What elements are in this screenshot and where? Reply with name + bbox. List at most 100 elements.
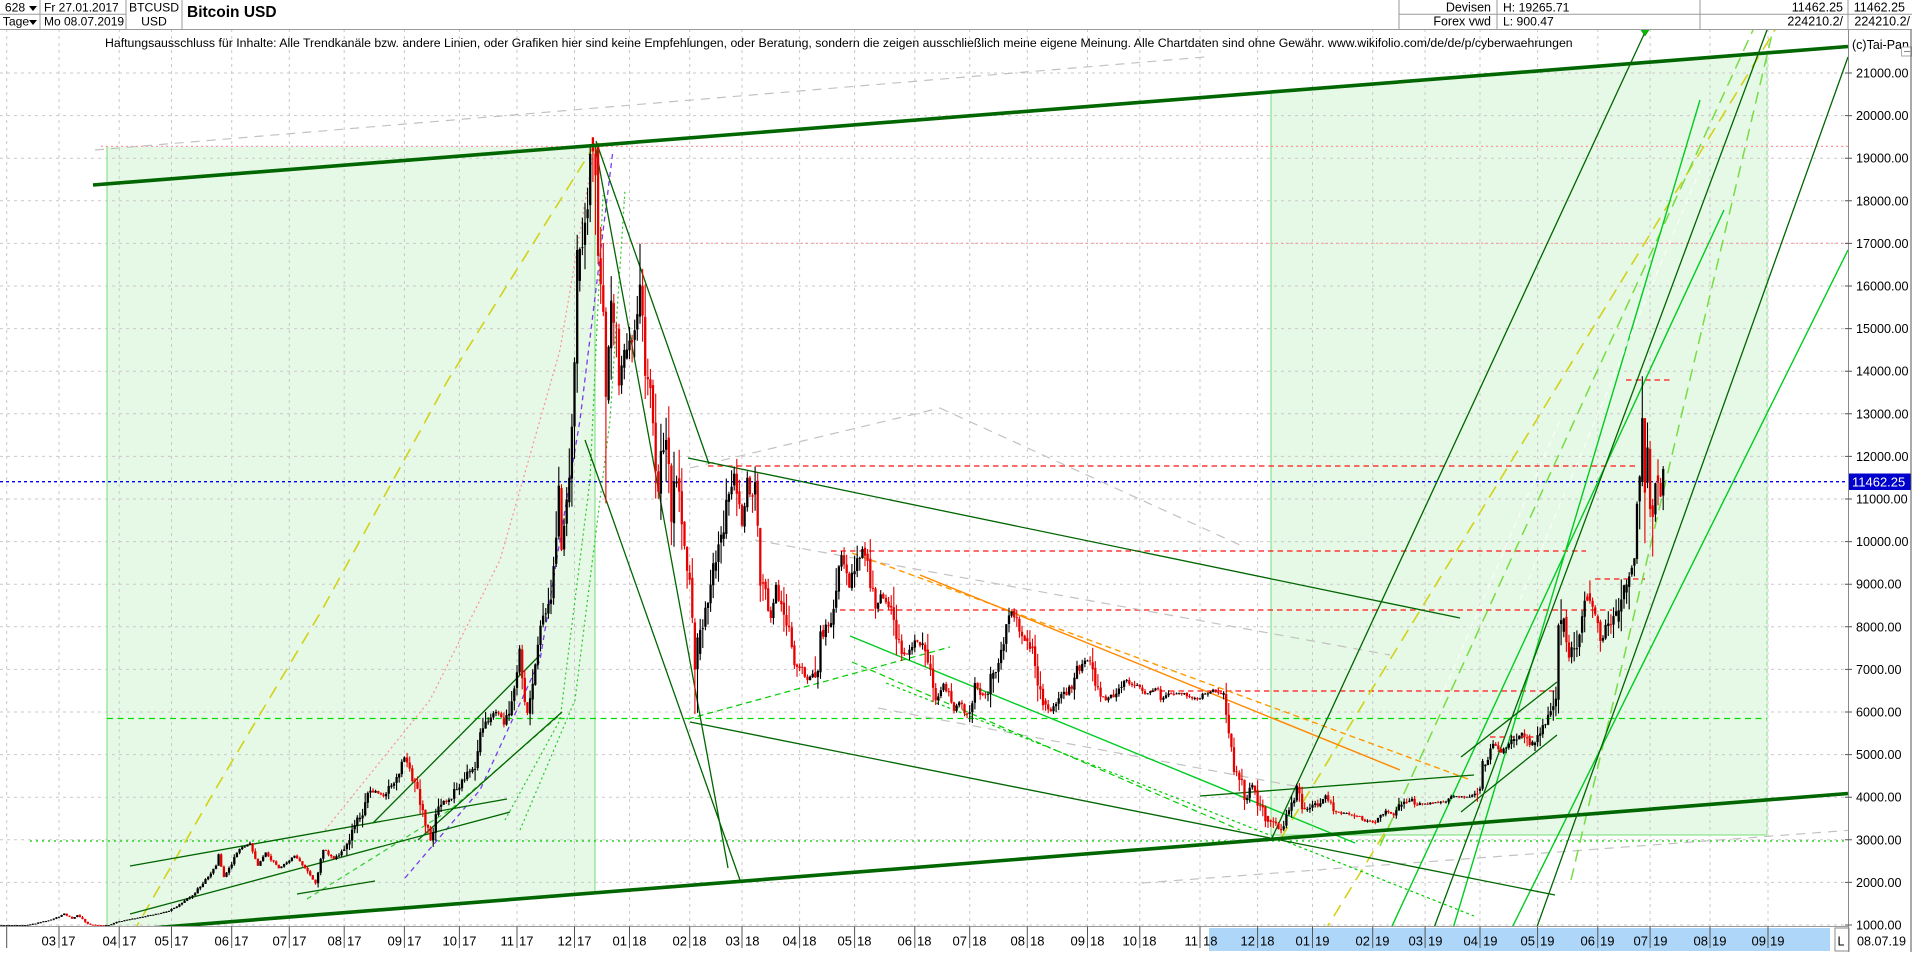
- svg-text:16000.00: 16000.00: [1856, 280, 1909, 294]
- svg-text:8000.00: 8000.00: [1856, 620, 1902, 634]
- svg-text:10: 10: [1123, 934, 1137, 949]
- svg-text:17: 17: [174, 934, 188, 949]
- svg-text:9000.00: 9000.00: [1856, 578, 1902, 592]
- svg-text:03: 03: [1409, 934, 1423, 949]
- svg-text:18: 18: [632, 934, 646, 949]
- svg-text:09: 09: [1071, 934, 1085, 949]
- svg-text:18: 18: [917, 934, 931, 949]
- svg-text:18: 18: [1030, 934, 1044, 949]
- svg-text:18: 18: [1090, 934, 1104, 949]
- svg-text:10000.00: 10000.00: [1856, 535, 1909, 549]
- svg-text:07: 07: [953, 934, 967, 949]
- svg-text:09: 09: [1752, 934, 1766, 949]
- svg-text:19: 19: [1653, 934, 1667, 949]
- svg-text:17: 17: [407, 934, 421, 949]
- svg-text:04: 04: [783, 934, 797, 949]
- svg-text:19: 19: [1770, 934, 1784, 949]
- svg-text:04: 04: [1464, 934, 1478, 949]
- svg-text:17: 17: [122, 934, 136, 949]
- svg-text:18: 18: [1203, 934, 1217, 949]
- svg-text:13000.00: 13000.00: [1856, 407, 1909, 421]
- svg-text:Forex vwd: Forex vwd: [1433, 15, 1491, 29]
- svg-text:18: 18: [972, 934, 986, 949]
- svg-text:2000.00: 2000.00: [1856, 876, 1902, 890]
- svg-text:L: 900.47: L: 900.47: [1503, 15, 1554, 29]
- svg-text:19: 19: [1712, 934, 1726, 949]
- svg-text:11000.00: 11000.00: [1856, 493, 1908, 507]
- svg-text:06: 06: [215, 934, 229, 949]
- svg-text:08: 08: [1011, 934, 1025, 949]
- svg-text:19: 19: [1315, 934, 1329, 949]
- svg-text:08: 08: [328, 934, 342, 949]
- svg-text:19: 19: [1540, 934, 1554, 949]
- svg-text:Fr 27.01.2017: Fr 27.01.2017: [44, 1, 119, 15]
- svg-text:12: 12: [1241, 934, 1255, 949]
- svg-text:19000.00: 19000.00: [1856, 152, 1909, 166]
- svg-text:17: 17: [577, 934, 591, 949]
- svg-text:17000.00: 17000.00: [1856, 237, 1909, 251]
- svg-text:10: 10: [443, 934, 457, 949]
- svg-text:14000.00: 14000.00: [1856, 365, 1909, 379]
- svg-text:08.07.19: 08.07.19: [1857, 935, 1906, 949]
- svg-text:04: 04: [103, 934, 117, 949]
- svg-text:12000.00: 12000.00: [1856, 450, 1909, 464]
- svg-text:08: 08: [1694, 934, 1708, 949]
- svg-text:06: 06: [1581, 934, 1595, 949]
- svg-text:6000.00: 6000.00: [1856, 706, 1902, 720]
- svg-text:Mo 08.07.2019: Mo 08.07.2019: [44, 15, 124, 29]
- svg-text:18: 18: [1260, 934, 1274, 949]
- svg-text:20000.00: 20000.00: [1856, 109, 1909, 123]
- svg-text:01: 01: [1296, 934, 1310, 949]
- svg-text:02: 02: [1356, 934, 1370, 949]
- svg-text:09: 09: [388, 934, 402, 949]
- svg-text:06: 06: [898, 934, 912, 949]
- svg-text:18: 18: [692, 934, 706, 949]
- svg-text:17: 17: [347, 934, 361, 949]
- svg-text:18: 18: [745, 934, 759, 949]
- svg-text:17: 17: [519, 934, 533, 949]
- svg-text:11462.25: 11462.25: [1854, 1, 1905, 15]
- svg-text:19: 19: [1375, 934, 1389, 949]
- svg-text:7000.00: 7000.00: [1856, 663, 1902, 677]
- svg-text:21000.00: 21000.00: [1856, 67, 1909, 81]
- svg-text:5000.00: 5000.00: [1856, 748, 1902, 762]
- svg-text:18: 18: [857, 934, 871, 949]
- svg-text:(c)Tai-Pan: (c)Tai-Pan: [1852, 38, 1909, 52]
- svg-text:15000.00: 15000.00: [1856, 322, 1909, 336]
- svg-text:19: 19: [1428, 934, 1442, 949]
- svg-text:4000.00: 4000.00: [1856, 791, 1902, 805]
- svg-text:02: 02: [673, 934, 687, 949]
- svg-text:H: 19265.71: H: 19265.71: [1503, 1, 1570, 15]
- svg-text:Devisen: Devisen: [1446, 1, 1491, 15]
- svg-text:11462.25: 11462.25: [1852, 475, 1905, 490]
- svg-text:19: 19: [1600, 934, 1614, 949]
- svg-text:Haftungsausschluss für Inhalte: Haftungsausschluss für Inhalte: Alle Tre…: [105, 36, 1573, 50]
- svg-text:01: 01: [613, 934, 627, 949]
- svg-text:L: L: [1838, 935, 1845, 949]
- svg-text:11: 11: [501, 934, 515, 949]
- svg-text:1000.00: 1000.00: [1856, 919, 1902, 933]
- svg-text:17: 17: [61, 934, 75, 949]
- svg-text:224210.2/: 224210.2/: [1787, 15, 1843, 29]
- svg-text:12: 12: [558, 934, 572, 949]
- svg-text:Bitcoin USD: Bitcoin USD: [187, 4, 277, 21]
- svg-text:19: 19: [1483, 934, 1497, 949]
- svg-text:07: 07: [273, 934, 287, 949]
- svg-text:17: 17: [462, 934, 476, 949]
- svg-text:18: 18: [802, 934, 816, 949]
- svg-text:3000.00: 3000.00: [1856, 833, 1902, 847]
- svg-text:05: 05: [1521, 934, 1535, 949]
- svg-text:05: 05: [155, 934, 169, 949]
- svg-text:BTCUSD: BTCUSD: [129, 1, 179, 15]
- svg-text:17: 17: [234, 934, 248, 949]
- svg-text:17: 17: [292, 934, 306, 949]
- svg-text:03: 03: [726, 934, 740, 949]
- svg-text:USD: USD: [141, 15, 167, 29]
- svg-text:Tage: Tage: [3, 15, 30, 29]
- svg-text:03: 03: [42, 934, 56, 949]
- svg-text:224210.2/: 224210.2/: [1854, 15, 1910, 29]
- svg-text:11: 11: [1185, 934, 1199, 949]
- svg-text:07: 07: [1634, 934, 1648, 949]
- svg-text:628: 628: [5, 1, 26, 15]
- svg-text:11462.25: 11462.25: [1792, 1, 1843, 15]
